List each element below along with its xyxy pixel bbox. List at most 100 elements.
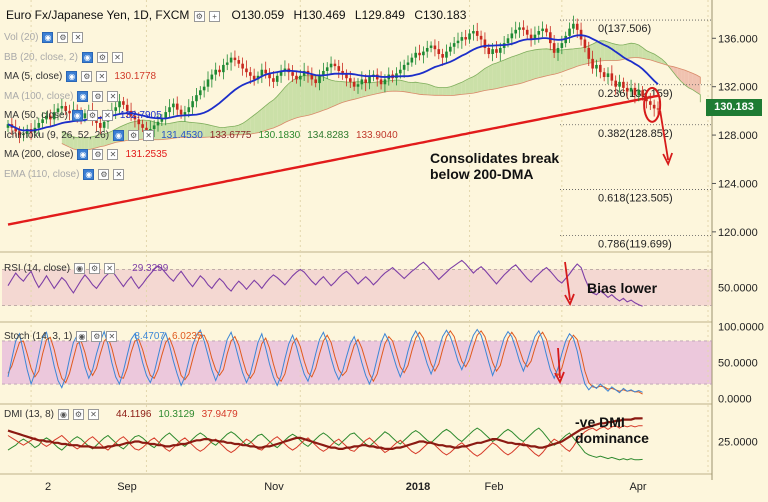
candle-body: [437, 49, 441, 55]
cloud-segment: [61, 131, 66, 146]
cloud-segment: [227, 126, 232, 136]
cloud-segment: [92, 135, 97, 149]
cloud-segment: [346, 82, 351, 102]
y-tick-label-2: 128.000: [718, 130, 758, 142]
indicator-close-icon[interactable]: ✕: [101, 110, 113, 121]
y-tick-label-4: 136.000: [718, 33, 758, 45]
indicator-settings-icon[interactable]: ⚙: [57, 32, 69, 43]
candle-body: [599, 64, 602, 73]
indicator-row: MA (50, close) ◉ ⚙ ✕ 132.7905: [4, 110, 162, 121]
dmi-adx-value: 44.1196: [116, 409, 152, 420]
candle-body: [487, 47, 491, 55]
candle-body: [533, 34, 537, 40]
candle-body: [491, 49, 494, 55]
rsi-close-icon[interactable]: ✕: [104, 263, 116, 274]
rsi-eye-icon[interactable]: ◉: [74, 263, 86, 274]
cloud-segment: [681, 68, 685, 85]
cloud-segment: [500, 59, 505, 88]
price-annotation: Consolidates break below 200-DMA: [430, 150, 559, 182]
candle-body: [218, 69, 221, 73]
settings-icon[interactable]: ⚙: [193, 11, 205, 22]
indicator-row: MA (200, close) ◉ ⚙ ✕ 131.2535: [4, 149, 167, 160]
indicator-eye-icon[interactable]: ◉: [113, 129, 125, 141]
cloud-segment: [631, 43, 635, 58]
indicator-eye-icon[interactable]: ◉: [42, 32, 54, 43]
cloud-segment: [273, 96, 278, 128]
rsi-value: 29.3299: [132, 263, 169, 274]
rsi-label: RSI (14, close): [4, 263, 71, 274]
cloud-segment: [288, 80, 293, 121]
cloud-segment: [592, 42, 597, 63]
indicator-close-icon[interactable]: ✕: [72, 32, 84, 43]
indicator-close-icon[interactable]: ✕: [143, 129, 155, 141]
cloud-segment: [188, 122, 193, 138]
stoch-settings-icon[interactable]: ⚙: [91, 331, 103, 342]
cloud-segment: [300, 75, 305, 117]
candle-body: [37, 122, 41, 128]
span-a-line: [61, 40, 701, 139]
cloud-segment: [246, 117, 251, 135]
candle-body: [445, 51, 448, 58]
candle-body: [175, 103, 179, 110]
indicator-eye-icon[interactable]: ◉: [77, 90, 89, 102]
stoch-tick-label-0: 0.0000: [718, 393, 752, 405]
cloud-segment: [392, 80, 397, 92]
cloud-segment: [258, 108, 262, 133]
indicator-close-icon[interactable]: ✕: [96, 71, 108, 82]
candle-body: [622, 81, 625, 88]
indicator-settings-icon[interactable]: ⚙: [98, 168, 110, 180]
cloud-segment: [377, 81, 382, 94]
candle-body: [637, 90, 641, 96]
dmi-tick-label-0: 25.0000: [718, 437, 758, 449]
candle-body: [618, 81, 621, 87]
dmi-eye-icon[interactable]: ◉: [58, 409, 70, 420]
indicator-settings-icon[interactable]: ⚙: [86, 110, 98, 121]
indicator-settings-icon[interactable]: ⚙: [96, 51, 108, 63]
candle-body: [141, 124, 144, 128]
cloud-segment: [611, 43, 616, 61]
candle-body: [60, 106, 64, 109]
cloud-segment: [165, 123, 170, 140]
dmi-close-icon[interactable]: ✕: [88, 409, 100, 420]
indicator-eye-icon[interactable]: ◉: [81, 51, 93, 63]
stoch-close-icon[interactable]: ✕: [106, 331, 118, 342]
candle-body: [99, 122, 102, 128]
stoch-eye-icon[interactable]: ◉: [76, 331, 88, 342]
candle-body: [560, 43, 564, 48]
candle-body: [252, 75, 256, 80]
candle-body: [229, 57, 233, 63]
indicator-close-icon[interactable]: ✕: [107, 149, 119, 160]
indicator-settings-icon[interactable]: ⚙: [92, 149, 104, 160]
candle-body: [314, 79, 317, 84]
indicator-settings-icon[interactable]: ⚙: [81, 71, 93, 82]
candle-body: [268, 73, 271, 79]
rsi-settings-icon[interactable]: ⚙: [89, 263, 101, 274]
candle-body: [633, 87, 637, 96]
cloud-segment: [65, 133, 70, 148]
indicator-eye-icon[interactable]: ◉: [83, 168, 95, 180]
x-tick-label-2: Nov: [264, 481, 284, 493]
indicator-close-icon[interactable]: ✕: [111, 51, 123, 63]
cloud-segment: [319, 75, 324, 112]
candle-body: [341, 70, 344, 75]
indicator-close-icon[interactable]: ✕: [113, 168, 125, 180]
cloud-segment: [200, 123, 205, 138]
candle-body: [25, 129, 29, 134]
cloud-segment: [534, 49, 539, 79]
indicator-eye-icon[interactable]: ◉: [71, 110, 83, 121]
candle-body: [572, 23, 575, 29]
indicator-close-icon[interactable]: ✕: [107, 90, 119, 102]
indicator-settings-icon[interactable]: ⚙: [128, 129, 140, 141]
dmi-legend: DMI (13, 8) ◉ ⚙ ✕ 44.1196 10.3129 37.9479: [4, 409, 238, 420]
dmi-settings-icon[interactable]: ⚙: [73, 409, 85, 420]
indicator-eye-icon[interactable]: ◉: [66, 71, 78, 82]
cloud-segment: [292, 78, 297, 120]
dmi-pane: [7, 417, 643, 461]
indicator-settings-icon[interactable]: ⚙: [92, 90, 104, 102]
add-icon[interactable]: +: [209, 11, 221, 22]
cloud-segment: [104, 132, 108, 146]
cloud-segment: [692, 73, 697, 93]
candle-body: [591, 58, 594, 69]
indicator-eye-icon[interactable]: ◉: [77, 149, 89, 160]
candle-body: [606, 73, 610, 78]
